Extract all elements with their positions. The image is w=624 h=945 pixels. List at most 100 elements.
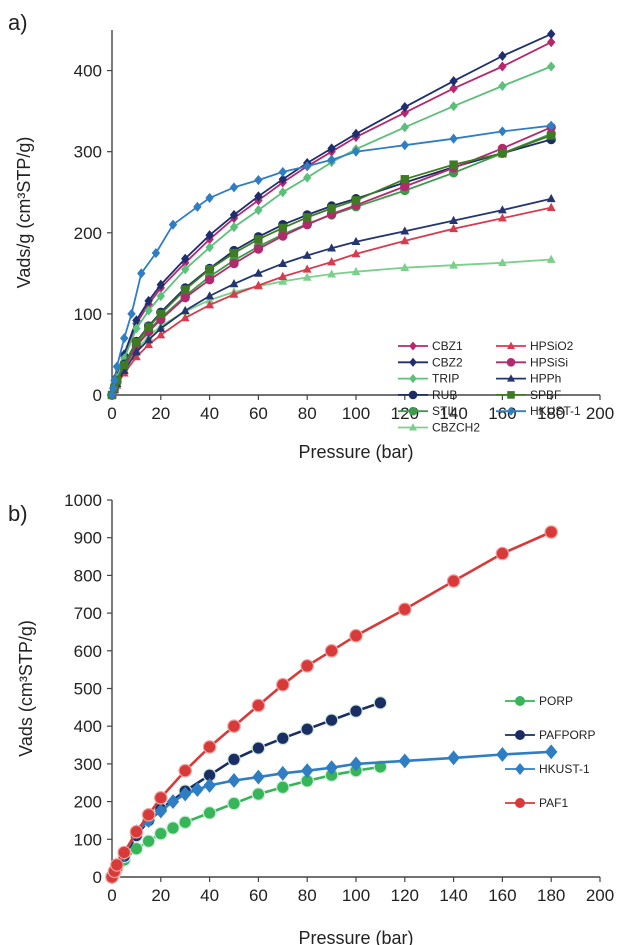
data-point <box>498 50 507 61</box>
data-point <box>144 335 154 344</box>
data-point <box>449 260 459 269</box>
data-point <box>449 101 458 112</box>
x-tick-label: 60 <box>249 886 268 905</box>
data-point <box>251 787 266 801</box>
data-point <box>497 205 507 214</box>
data-point <box>544 525 558 539</box>
legend-item-paf1: PAF1 <box>505 796 568 810</box>
data-point <box>191 782 204 797</box>
data-point <box>351 196 361 205</box>
series-hkust-1 <box>105 744 558 885</box>
data-point <box>156 330 166 339</box>
y-axis-title: Vads/g (cm³STP/g) <box>14 137 34 289</box>
data-point <box>547 61 556 72</box>
data-point <box>120 333 129 344</box>
data-point <box>302 272 312 281</box>
data-point <box>202 740 217 754</box>
data-point <box>254 175 263 186</box>
data-point <box>144 322 153 332</box>
legend-label: PORP <box>539 694 573 708</box>
data-point <box>144 305 153 316</box>
data-point <box>131 347 141 356</box>
data-point <box>132 338 141 347</box>
data-point <box>302 219 312 230</box>
data-point <box>447 750 460 766</box>
legend-marker <box>515 763 525 775</box>
legend-item-porp: PORP <box>505 694 573 708</box>
data-point <box>546 202 556 211</box>
data-point <box>275 731 290 746</box>
data-point <box>351 266 361 276</box>
y-tick-label: 500 <box>74 680 102 699</box>
legend-item-hkust-1: HKUST-1 <box>505 762 590 776</box>
legend-marker <box>506 358 516 367</box>
legend-label: PAF1 <box>539 796 568 810</box>
legend-label: HPSiO2 <box>530 339 574 353</box>
data-point <box>120 360 129 370</box>
data-point <box>254 205 263 216</box>
legend-marker <box>408 406 418 416</box>
data-point <box>117 845 131 860</box>
data-point <box>144 295 153 306</box>
legend-item-rub: RUB <box>398 388 457 402</box>
data-point <box>498 149 507 158</box>
data-point <box>156 309 165 319</box>
x-tick-label: 160 <box>488 886 516 905</box>
legend-label: HKUST-1 <box>539 762 590 776</box>
data-point <box>129 824 144 839</box>
panel-label: a) <box>8 10 28 35</box>
data-point <box>397 602 412 617</box>
data-point <box>181 285 190 294</box>
data-point <box>131 352 141 361</box>
data-point <box>180 305 190 315</box>
data-point <box>351 146 361 157</box>
data-point <box>398 753 411 769</box>
data-point <box>400 140 409 151</box>
series-line-hpsio2 <box>111 206 552 396</box>
data-point <box>547 37 556 48</box>
data-point <box>546 254 556 263</box>
legend-marker <box>507 391 515 399</box>
data-point <box>132 323 141 334</box>
data-point <box>449 160 458 169</box>
data-point <box>276 765 289 781</box>
x-tick-label: 100 <box>342 404 370 423</box>
legend-marker <box>515 696 525 706</box>
legend-label: CBZ2 <box>432 355 463 369</box>
series-line-cbzch2 <box>111 258 552 396</box>
data-point <box>193 201 202 212</box>
data-point <box>227 773 241 788</box>
data-point <box>449 215 459 224</box>
legend-item-hpph: HPPh <box>496 372 561 386</box>
data-point <box>168 219 178 230</box>
data-point <box>278 166 287 177</box>
data-point <box>229 182 239 193</box>
data-point <box>278 258 288 267</box>
data-point <box>547 120 556 131</box>
legend-marker <box>507 374 515 382</box>
legend-item-trip: TRIP <box>398 372 459 386</box>
legend-item-hpsio2: HPSiO2 <box>496 339 574 353</box>
legend-label: PAFPORP <box>539 728 595 742</box>
data-point <box>327 269 337 278</box>
data-point <box>351 128 361 139</box>
x-tick-label: 200 <box>586 404 614 423</box>
data-point <box>205 265 214 274</box>
data-point <box>303 213 312 222</box>
data-point <box>179 786 192 802</box>
data-point <box>229 289 239 298</box>
data-point <box>229 209 239 220</box>
x-axis-title: Pressure (bar) <box>298 442 413 462</box>
data-point <box>120 353 129 364</box>
data-point <box>498 126 507 137</box>
legend-marker <box>515 798 525 808</box>
legend-item-pafporp: PAFPORP <box>505 728 595 742</box>
data-point <box>253 280 263 289</box>
x-tick-label: 140 <box>439 886 467 905</box>
data-point <box>144 339 154 349</box>
legend-label: HPSiSi <box>530 355 568 369</box>
legend-item-hkust-1: HKUST-1 <box>496 404 581 418</box>
legend-label: HKUST-1 <box>530 404 581 418</box>
